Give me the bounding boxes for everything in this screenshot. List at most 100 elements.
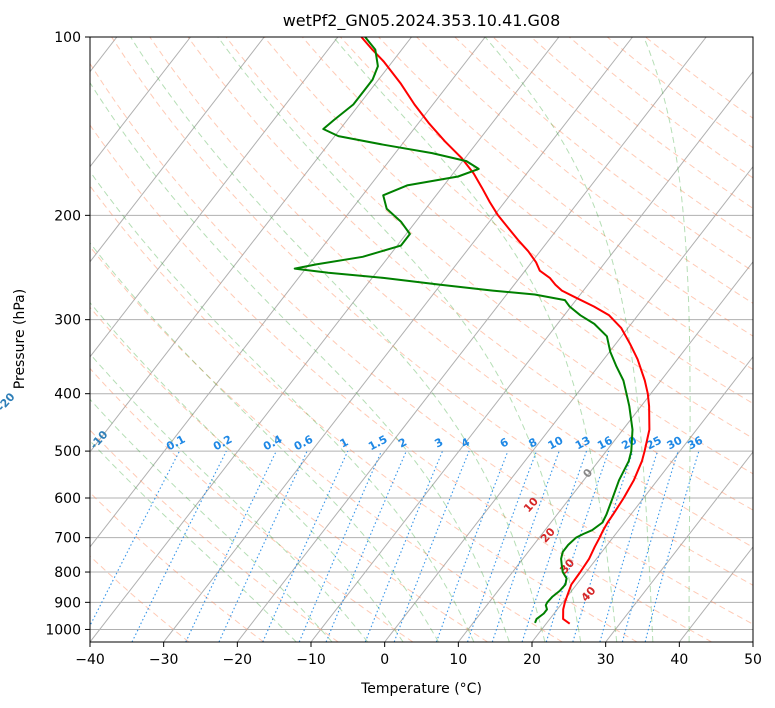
mixing-ratio-label: 13: [573, 434, 593, 453]
mixing-ratio-line: [218, 450, 308, 642]
x-tick-label: −10: [296, 652, 326, 668]
x-tick-label: 50: [744, 652, 762, 668]
x-tick-label: −20: [223, 652, 253, 668]
chart-title: wetPf2_GN05.2024.353.10.41.G08: [283, 11, 561, 31]
moist-adiabat-line: [90, 353, 369, 642]
moist-adiabat-line: [484, 37, 654, 642]
temperature-profile-line: [360, 37, 651, 625]
mixing-ratio-label: 1: [338, 435, 351, 450]
mixing-ratio-line: [644, 450, 700, 642]
dry-adiabat-line: [568, 37, 753, 179]
y-tick-label: 200: [54, 208, 81, 224]
y-tick-label: 900: [54, 595, 81, 611]
dry-adiabat-line: [301, 37, 753, 405]
isotherm-line: [90, 37, 265, 263]
dry-adiabat-line: [90, 367, 414, 642]
moist-adiabat-line: [90, 81, 510, 642]
dry-adiabat-line: [530, 37, 753, 209]
isotherm-line: [90, 37, 412, 453]
mixing-ratio-line: [435, 450, 509, 642]
moist-adiabat-line: [90, 170, 475, 642]
mixing-ratio-line: [545, 450, 610, 642]
mixing-ratio-line: [621, 450, 679, 642]
x-axis: −40 −30 −20 −10 0 10 20 30 40 50: [75, 642, 762, 668]
dry-adiabat-line: [90, 491, 264, 642]
dry-adiabat-line: [90, 124, 712, 642]
dry-adiabat-line: [492, 37, 753, 241]
x-tick-label: 20: [523, 652, 541, 668]
dry-adiabat-line: [416, 37, 753, 304]
mixing-ratio-line: [599, 450, 659, 642]
dry-adiabat-line: [645, 37, 753, 119]
moist-adiabat-line: [217, 37, 582, 642]
isotherm-line: [163, 37, 633, 642]
mixing-ratio-label: 10: [546, 434, 566, 453]
dewpoint-profile-line: [293, 37, 634, 624]
mixing-ratio-line: [491, 450, 560, 642]
mixing-ratio-label: 16: [595, 434, 615, 453]
mixing-ratio-label: 2: [396, 435, 409, 450]
isotherm-line: [752, 641, 753, 642]
isotherm-line: [236, 37, 707, 642]
dry-adiabat-line: [187, 37, 753, 511]
mixing-ratio-line: [325, 450, 407, 642]
y-tick-label: 1000: [45, 622, 81, 638]
dry-adiabat-line: [340, 37, 753, 371]
dry-adiabat-line: [90, 429, 339, 642]
isotherm-line: [678, 546, 753, 642]
mixing-ratio-label: 20: [619, 434, 639, 453]
isotherm-line: [90, 37, 486, 548]
y-axis-label: Pressure (hPa): [12, 289, 28, 389]
dry-adiabat-line: [149, 37, 753, 548]
mixing-ratio-label: 0.4: [261, 433, 285, 454]
mixing-ratio-label: 36: [685, 434, 705, 453]
mixing-ratio-line: [364, 450, 444, 642]
y-tick-label: 700: [54, 531, 81, 547]
y-tick-label: 800: [54, 565, 81, 581]
x-tick-label: 30: [597, 652, 615, 668]
dry-adiabat-line: [90, 555, 190, 642]
isotherm-line: [384, 165, 753, 642]
y-tick-label: 600: [54, 491, 81, 507]
moist-adiabat-line: [332, 37, 618, 642]
mixing-ratio-line: [298, 450, 383, 642]
dry-adiabat-line: [378, 37, 753, 337]
mixing-ratio-line: [262, 450, 349, 642]
mixing-ratio-line: [393, 450, 470, 642]
isotherm-line: [457, 260, 753, 642]
dry-adiabat-line: [111, 37, 753, 586]
mixing-ratio-line: [90, 450, 180, 627]
y-tick-label: 300: [54, 313, 81, 329]
mixing-ratio-line: [131, 450, 227, 642]
dry-adiabat-line: [90, 185, 638, 642]
moist-adiabat-line: [643, 37, 691, 642]
mixing-ratio-line: [572, 450, 634, 642]
isotherm-line: [531, 356, 753, 642]
y-axis: 100 200 300 400 500 600 700 800 900 1000: [45, 30, 90, 638]
moist-adiabat-line: [130, 37, 546, 642]
isotherm-line: [90, 37, 191, 168]
x-tick-label: 10: [449, 652, 467, 668]
mixing-ratio-line: [521, 450, 588, 642]
isotherm-line: [310, 70, 753, 642]
mixing-ratio-label: 0.1: [164, 433, 187, 454]
x-tick-label: −30: [149, 652, 179, 668]
isotherm-line: [90, 37, 560, 642]
moist-adiabat-line: [90, 301, 404, 642]
dry-adiabat-line: [90, 306, 488, 642]
mixing-ratio-label: 6: [498, 435, 511, 450]
moist-adiabat-line: [90, 242, 439, 642]
moist-adiabat-label: 40: [579, 584, 599, 604]
dry-adiabat-line: [90, 62, 753, 625]
x-tick-label: −40: [75, 652, 105, 668]
moist-adiabat-line: [90, 440, 297, 642]
mixing-ratio-label: 30: [665, 434, 685, 453]
guide-label-layer: 0.10.20.40.611.52346810131620253036-100-…: [0, 390, 705, 604]
dry-adiabat-line: [454, 37, 753, 272]
grid-layer: [90, 37, 753, 642]
y-tick-label: 100: [54, 30, 81, 46]
mixing-ratio-line: [466, 450, 538, 642]
plot-frame: [89, 36, 754, 643]
dry-adiabat-line: [90, 245, 563, 642]
